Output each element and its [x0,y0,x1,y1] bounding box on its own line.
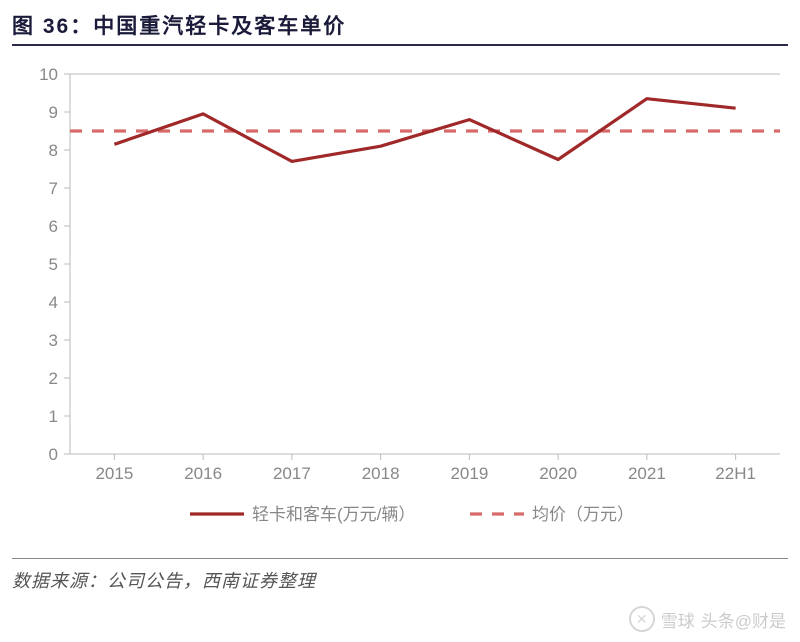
y-tick-label: 7 [49,179,58,198]
source-text: 数据来源：公司公告，西南证券整理 [0,567,800,593]
xueqiu-icon: ✕ [629,606,655,632]
y-tick-label: 0 [49,445,58,464]
chart-area: 0 1 2 3 4 5 6 7 8 9 10 2015 2016 2017 2018 2019 2020 2021… [0,54,800,554]
watermark-right: 头条@财是 [701,607,786,632]
y-tick-label: 9 [49,103,58,122]
y-tick-label: 2 [49,369,58,388]
x-tick-label: 2016 [184,464,222,483]
x-tick-label: 2015 [95,464,133,483]
x-tick-label: 22H1 [715,464,756,483]
title-underline [12,44,788,46]
title-main: 中国重汽轻卡及客车单价 [93,15,346,38]
y-tick-label: 10 [39,65,58,84]
y-tick-label: 6 [49,217,58,236]
title-prefix: 图 36： [12,15,93,38]
line-chart: 0 1 2 3 4 5 6 7 8 9 10 2015 2016 2017 2018 2019 2020 2021… [0,54,800,554]
x-tick-label: 2019 [450,464,488,483]
y-tick-label: 1 [49,407,58,426]
x-tick-label: 2018 [362,464,400,483]
x-tick-label: 2021 [628,464,666,483]
x-tick-label: 2017 [273,464,311,483]
chart-title: 图 36：中国重汽轻卡及客车单价 [12,15,346,38]
watermark-left: 雪球 [661,607,695,632]
y-tick-label: 8 [49,141,58,160]
source-divider [12,558,788,559]
legend-label-price: 轻卡和客车(万元/辆） [252,505,415,524]
legend-label-avg: 均价（万元） [532,505,634,524]
y-tick-label: 5 [49,255,58,274]
y-tick-label: 3 [49,331,58,350]
x-tick-label: 2020 [539,464,577,483]
watermark: ✕ 雪球 头条@财是 [629,606,786,632]
y-tick-label: 4 [49,293,58,312]
